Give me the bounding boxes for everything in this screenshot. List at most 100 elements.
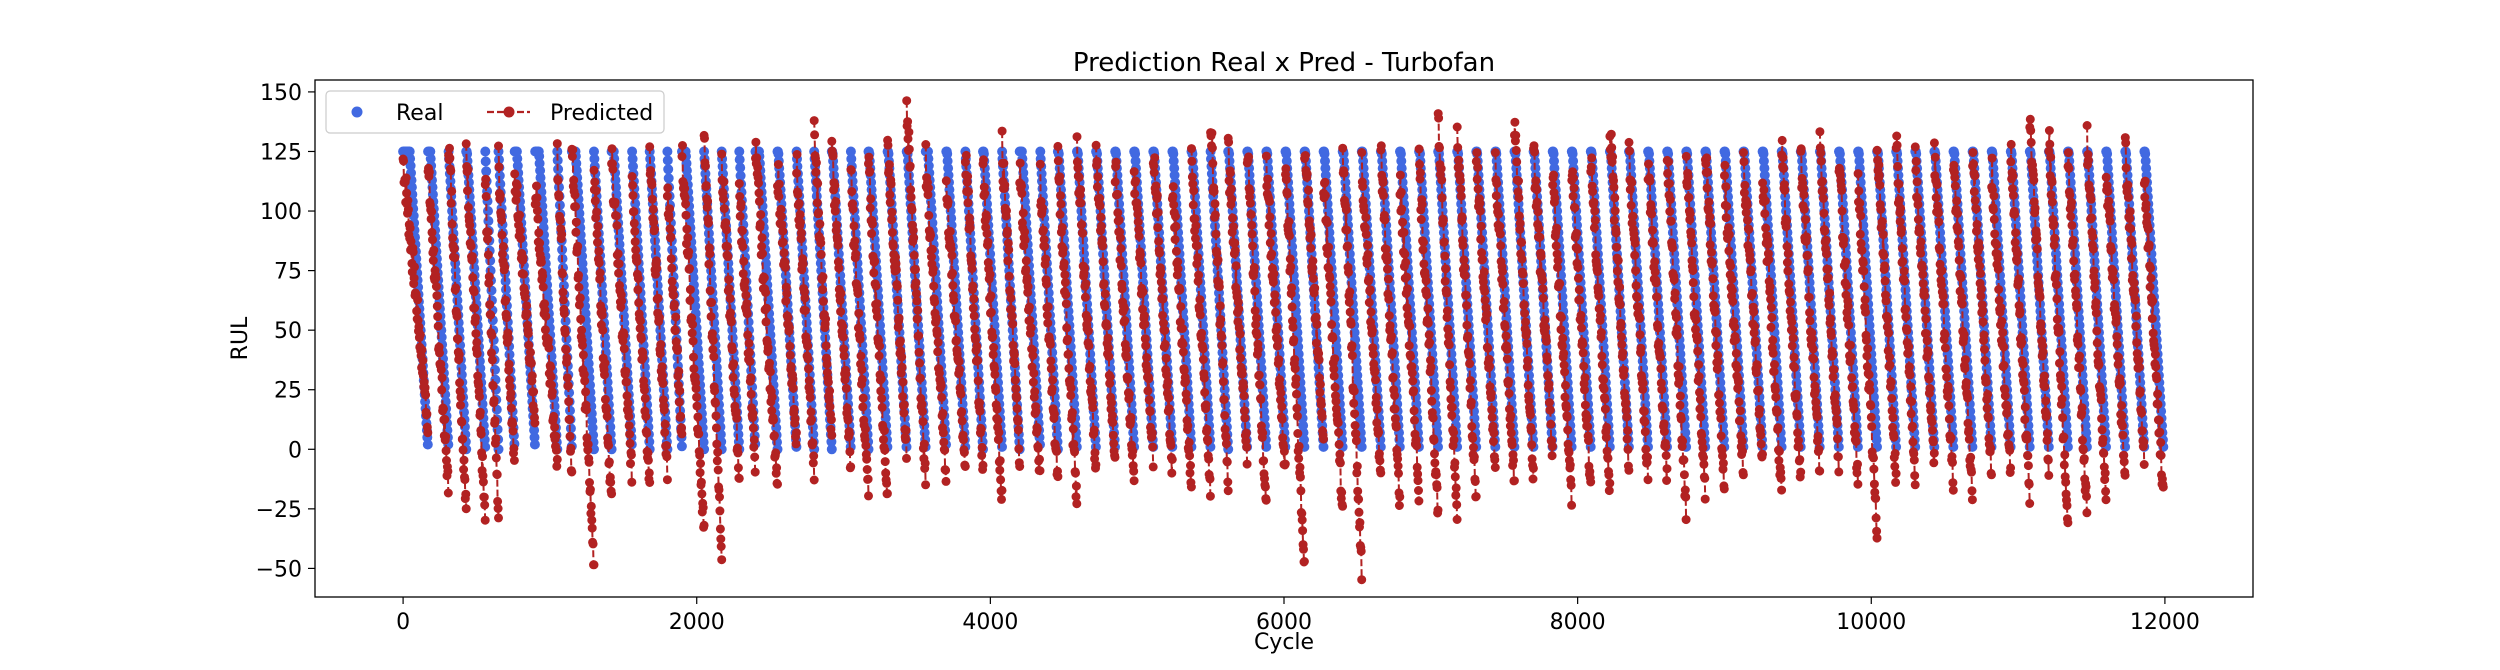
predicted-cycle-markers — [1910, 142, 1939, 468]
legend-box — [325, 90, 665, 134]
y-tick-label: 100 — [260, 200, 302, 225]
x-tick-label: 4000 — [962, 610, 1018, 635]
legend: Real Predicted — [325, 90, 665, 134]
predicted-cycle-markers — [1414, 144, 1443, 518]
y-tick-label: 25 — [274, 379, 302, 404]
predicted-cycle-markers — [1548, 170, 1577, 510]
predicted-cycle-markers — [1242, 152, 1271, 505]
y-tick-label: 75 — [274, 260, 302, 285]
predicted-cycle-markers — [1529, 141, 1557, 461]
predicted-cycle-markers — [1223, 133, 1252, 469]
predicted-cycle-markers — [645, 142, 672, 485]
predicted-cycle-markers — [1700, 153, 1729, 494]
predicted-cycle-markers — [864, 152, 892, 499]
predicted-cycle-markers — [1129, 167, 1158, 472]
predicted-cycle-markers — [941, 176, 970, 471]
predicted-cycle-markers — [1072, 132, 1101, 473]
y-tick-label: 150 — [260, 81, 302, 106]
predicted-cycle-markers — [1987, 153, 2016, 477]
predicted-cycle-markers — [1261, 151, 1290, 470]
predicted-cycle-markers — [1319, 177, 1348, 511]
predicted-cycle-markers — [1395, 170, 1424, 506]
predicted-cycle-markers — [1110, 157, 1139, 486]
predicted-cycle-markers — [827, 136, 856, 473]
y-tick-label: 50 — [274, 319, 302, 344]
legend-predicted-marker — [503, 106, 515, 118]
predicted-cycle-markers — [1357, 148, 1386, 478]
predicted-cycle-markers — [1834, 163, 1863, 489]
predicted-cycle-markers — [1968, 148, 1996, 480]
predicted-cycle-markers — [1510, 117, 1538, 484]
predicted-cycle-markers — [1681, 151, 1710, 504]
legend-predicted-label: Predicted — [550, 101, 653, 126]
x-tick-label: 2000 — [669, 610, 725, 635]
predicted-cycle-markers — [997, 126, 1025, 471]
predicted-cycle-markers — [751, 137, 782, 489]
predicted-cycle-markers — [1758, 178, 1787, 495]
predicted-cycle-markers — [960, 150, 988, 474]
predicted-cycle-markers — [1015, 158, 1045, 476]
x-axis-label: Cycle — [1254, 630, 1314, 655]
predicted-cycle-markers — [717, 149, 744, 483]
predicted-cycle-markers — [1739, 148, 1767, 462]
predicted-cycle-markers — [627, 172, 655, 487]
predicted-cycle-markers — [480, 174, 503, 523]
predicted-series — [398, 96, 2168, 585]
predicted-cycle-markers — [398, 154, 433, 438]
real-cycle — [1035, 146, 1063, 455]
predicted-cycle-markers — [1872, 145, 1901, 487]
y-tick-label: −25 — [256, 498, 302, 523]
predicted-cycle-markers — [494, 141, 519, 465]
predicted-cycle-markers — [1376, 141, 1405, 510]
predicted-cycle-markers — [978, 155, 1007, 504]
predicted-cycle-markers — [1586, 153, 1615, 496]
predicted-cycle-markers — [1643, 159, 1672, 485]
predicted-cycle-markers — [1853, 169, 1882, 543]
x-axis: 0 2000 4000 6000 8000 10000 12000 — [396, 597, 2200, 635]
predicted-cycle-markers — [1281, 164, 1309, 567]
predicted-cycle-markers — [1490, 148, 1519, 486]
predicted-cycle-markers — [1167, 182, 1196, 492]
predicted-cycle-markers — [792, 150, 819, 485]
predicted-cycle-markers — [921, 140, 951, 486]
predicted-cycle-markers — [1091, 140, 1120, 462]
predicted-cycle-markers — [510, 169, 540, 428]
predicted-cycle-markers — [461, 139, 490, 525]
predicted-cycle-markers — [2063, 148, 2092, 518]
predicted-cycle-markers — [423, 163, 453, 498]
predicted-cycle-markers — [1206, 128, 1233, 496]
predicted-cycle-markers — [1662, 155, 1691, 525]
predicted-cycle-markers — [2120, 133, 2149, 469]
predicted-cycle-markers — [1949, 160, 1977, 505]
chart-title: Prediction Real x Pred - Turbofan — [1073, 48, 1495, 78]
y-axis: −50 −25 0 25 50 75 100 125 150 — [256, 81, 315, 582]
predicted-cycle-markers — [773, 160, 801, 449]
predicted-cycle-markers — [734, 179, 760, 477]
predicted-cycle-markers — [883, 135, 911, 463]
predicted-cycle-markers — [567, 144, 599, 570]
predicted-cycle-markers — [846, 165, 873, 501]
predicted-cycle-markers — [1777, 135, 1806, 482]
x-tick-label: 12000 — [2130, 610, 2200, 635]
predicted-cycle-markers — [552, 139, 577, 477]
x-tick-label: 8000 — [1550, 610, 1606, 635]
predicted-cycle-markers — [1720, 160, 1748, 480]
predicted-cycle-markers — [2082, 121, 2111, 505]
predicted-cycle-markers — [530, 181, 562, 471]
predicted-cycle-markers — [662, 183, 687, 439]
predicted-cycle-markers — [2006, 139, 2035, 508]
legend-real-label: Real — [396, 101, 443, 126]
predicted-cycle-markers — [1605, 129, 1634, 475]
y-tick-label: 0 — [288, 438, 302, 463]
legend-real-marker — [351, 106, 363, 118]
predicted-cycle-markers — [1338, 143, 1367, 585]
y-axis-label: RUL — [228, 316, 253, 360]
predicted-cycle-markers — [2139, 176, 2168, 492]
predicted-cycle-markers — [1433, 109, 1462, 524]
predicted-cycle-markers — [1452, 122, 1481, 502]
predicted-cycle-markers — [1148, 153, 1177, 478]
predicted-cycle-markers — [1929, 138, 1958, 495]
predicted-cycle-markers — [1187, 144, 1215, 501]
predicted-cycle-markers — [809, 116, 837, 440]
